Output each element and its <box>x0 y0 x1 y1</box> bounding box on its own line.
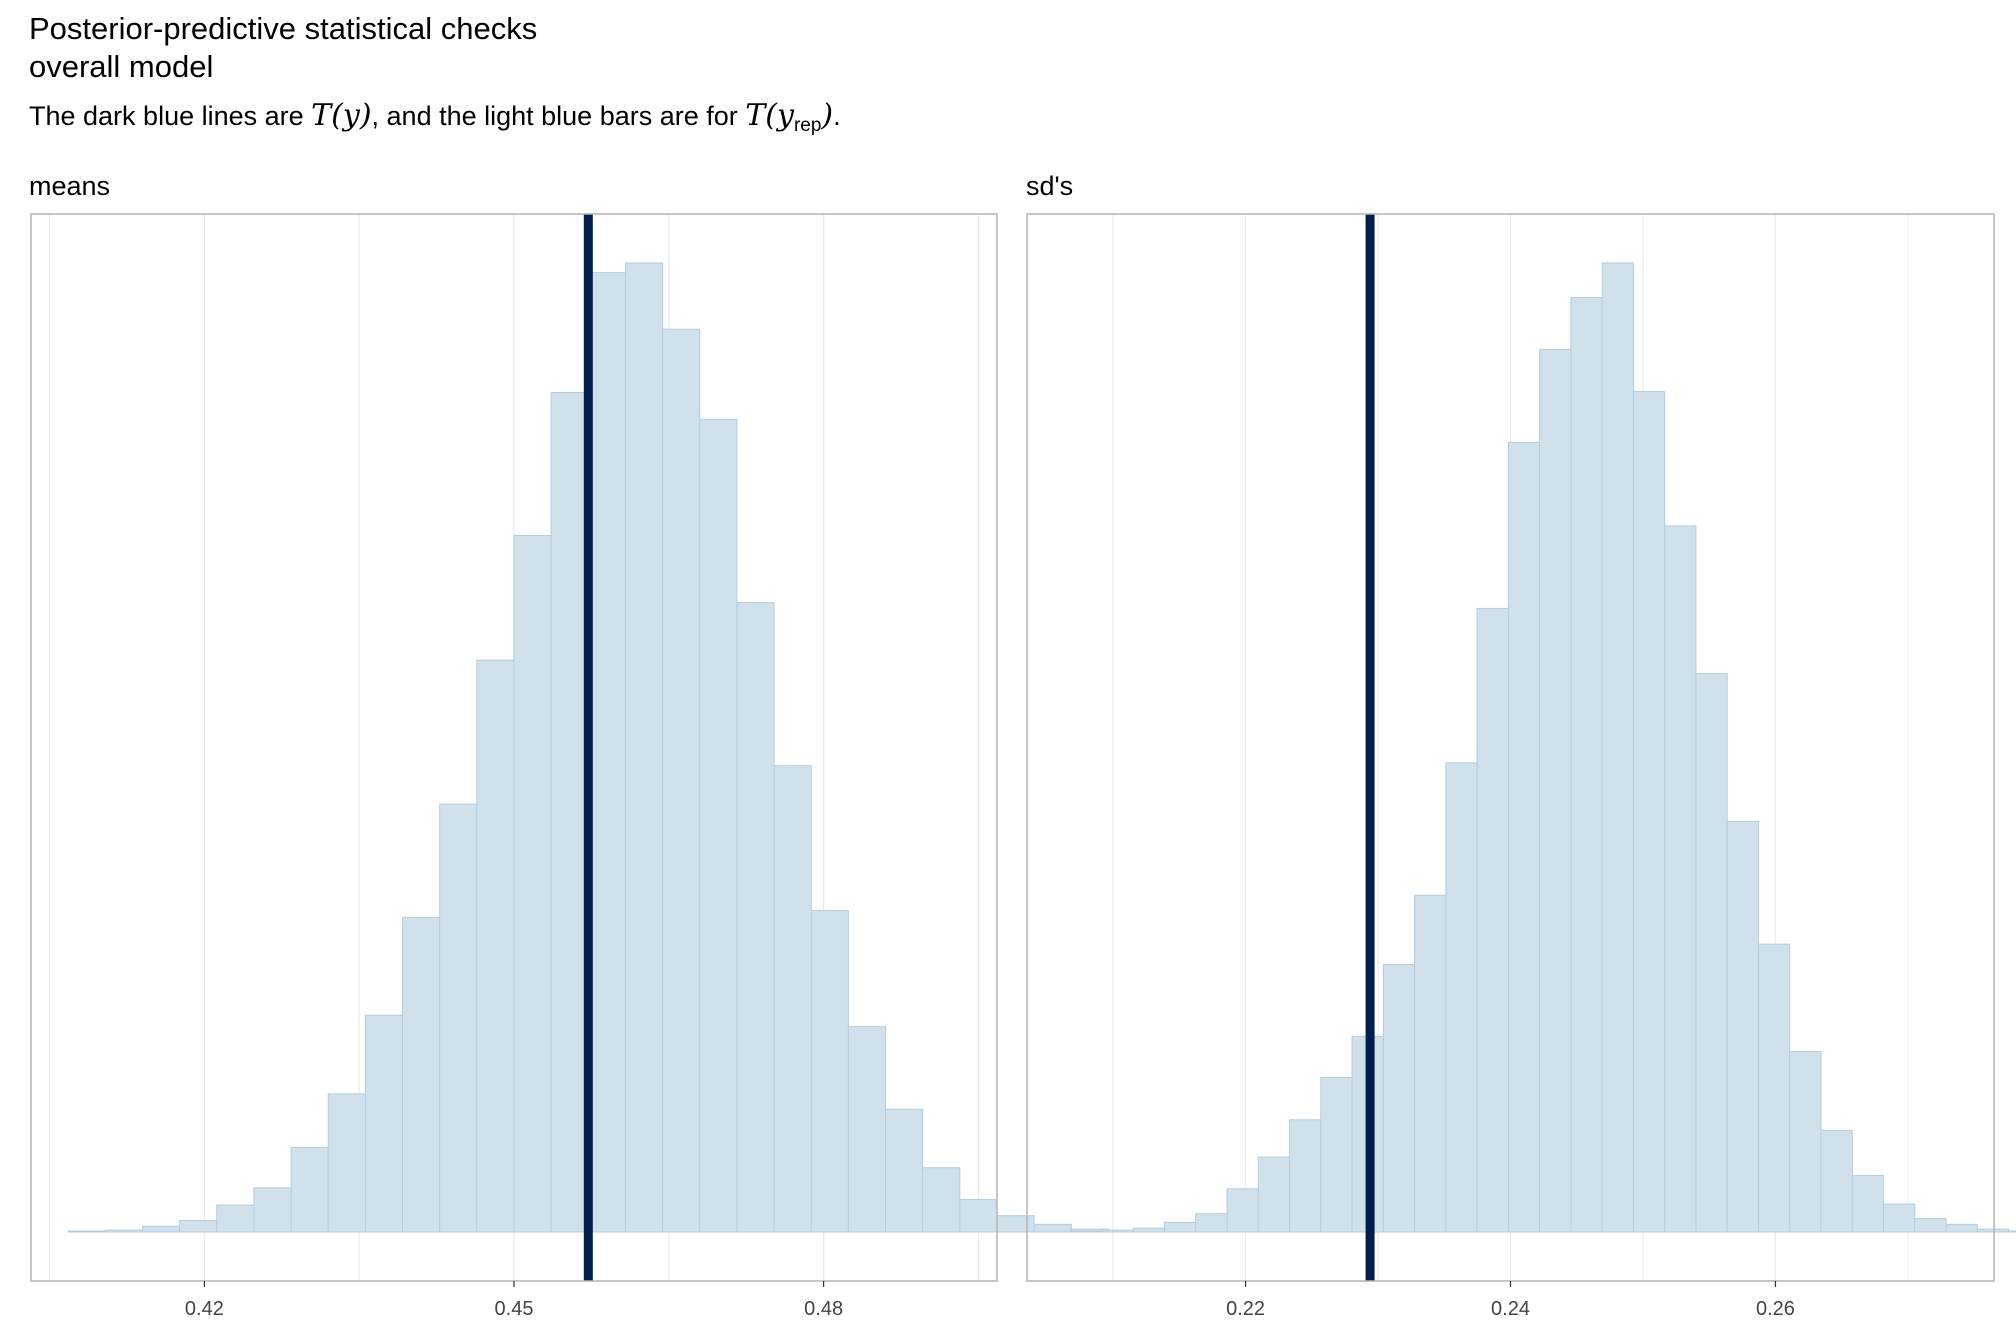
sds-bar-30 <box>2008 1230 2016 1233</box>
sds-bar-13 <box>1476 607 1509 1233</box>
sds-bar-14 <box>1507 441 1541 1233</box>
means-bar-11 <box>476 659 515 1233</box>
subtitle-t-of-y: T(y) <box>311 98 372 133</box>
sds-bar-3 <box>1163 1221 1197 1233</box>
panel-label-means: means <box>29 171 111 201</box>
sds-bar-5 <box>1226 1188 1259 1233</box>
sds-bar-6 <box>1257 1156 1291 1233</box>
sds-bar-11 <box>1414 894 1447 1233</box>
means-tick-label-1: 0.45 <box>495 1298 534 1320</box>
sds-bar-17 <box>1601 262 1634 1233</box>
means-bar-25 <box>996 1215 1035 1233</box>
subtitle-prefix: The dark blue lines are <box>29 101 312 131</box>
subtitle-middle: , and the light blue bars are for <box>371 101 746 131</box>
sds-bar-22 <box>1757 943 1791 1233</box>
means-bar-18 <box>736 602 775 1233</box>
sds-bar-26 <box>1883 1203 1916 1233</box>
means-bar-21 <box>847 1026 887 1233</box>
sds-bar-18 <box>1632 391 1666 1233</box>
sds-bar-15 <box>1539 348 1572 1233</box>
sds-bar-12 <box>1445 762 1478 1233</box>
sds-bar-2 <box>1132 1227 1165 1233</box>
means-bar-7 <box>327 1093 366 1233</box>
means-bar-26 <box>1033 1223 1072 1233</box>
title-line-1: Posterior-predictive statistical checks <box>29 11 538 46</box>
sds-tick-label-1: 0.24 <box>1491 1298 1530 1320</box>
panel-label-sds: sd's <box>1026 171 1074 201</box>
chart-title: Posterior-predictive statistical checks … <box>29 10 537 86</box>
sds-bar-23 <box>1789 1051 1822 1233</box>
sds-bar-21 <box>1726 820 1759 1233</box>
means-bar-8 <box>364 1014 404 1233</box>
subtitle-t-close: ) <box>821 98 834 133</box>
means-bar-12 <box>513 534 552 1233</box>
means-tick-label-2: 0.48 <box>804 1298 843 1320</box>
means-bar-6 <box>290 1147 329 1233</box>
sds-bar-0 <box>1070 1230 1103 1233</box>
sds-bar-4 <box>1195 1213 1228 1233</box>
sds-bar-1 <box>1101 1229 1134 1233</box>
chart-subtitle: The dark blue lines are T(y), and the li… <box>29 98 841 144</box>
means-bar-19 <box>773 765 812 1233</box>
means-bar-22 <box>885 1108 924 1233</box>
sds-bar-28 <box>1945 1223 1978 1233</box>
means-bar-2 <box>141 1225 181 1233</box>
means-bar-9 <box>402 916 441 1233</box>
means-bar-13 <box>550 392 589 1233</box>
means-bar-20 <box>810 910 849 1233</box>
means-bar-24 <box>959 1198 998 1233</box>
sds-bar-8 <box>1320 1077 1353 1233</box>
means-tick-label-0: 0.42 <box>185 1298 224 1320</box>
means-bar-0 <box>67 1230 106 1233</box>
sds-bar-16 <box>1570 297 1603 1233</box>
title-line-2: overall model <box>29 49 214 84</box>
sds-bar-27 <box>1914 1218 1947 1233</box>
means-bar-4 <box>216 1204 255 1233</box>
sds-bar-19 <box>1664 525 1697 1233</box>
means-bar-5 <box>253 1187 292 1233</box>
sds-tick-label-2: 0.26 <box>1756 1298 1795 1320</box>
sds-bar-25 <box>1851 1174 1885 1233</box>
sds-bar-10 <box>1382 963 1416 1233</box>
sds-tick-label-0: 0.22 <box>1226 1298 1265 1320</box>
means-bar-10 <box>439 803 478 1233</box>
means-bar-3 <box>179 1219 218 1233</box>
sds-bar-29 <box>1976 1228 2010 1233</box>
means-bar-16 <box>662 328 701 1233</box>
sds-bar-24 <box>1820 1129 1853 1233</box>
means-bar-17 <box>699 418 738 1233</box>
means-bar-1 <box>104 1229 143 1233</box>
subtitle-rep: rep <box>793 115 822 136</box>
sds-bar-7 <box>1289 1119 1322 1233</box>
subtitle-t-open: T(y <box>745 98 794 133</box>
means-bar-23 <box>922 1167 961 1233</box>
means-bar-15 <box>624 262 664 1233</box>
subtitle-suffix: . <box>833 101 841 131</box>
means-bar-14 <box>587 272 626 1233</box>
sds-bar-20 <box>1695 673 1728 1233</box>
